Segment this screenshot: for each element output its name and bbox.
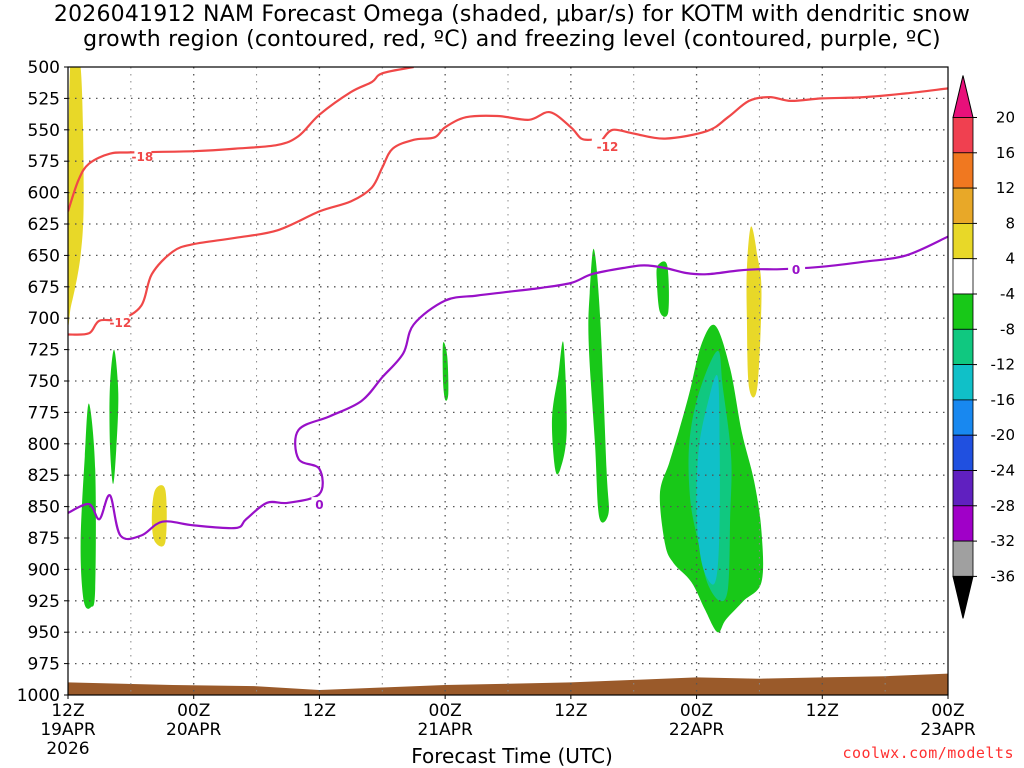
- colorbar-segment-11: [952, 470, 974, 507]
- plot-area: [68, 67, 948, 695]
- colorbar-label-3: 12: [996, 179, 1015, 197]
- colorbar-label-2: 16: [996, 144, 1015, 162]
- y-tick-label-700: 700: [28, 309, 60, 329]
- y-tick-label-825: 825: [28, 466, 60, 486]
- colorbar-segment-1: [952, 117, 974, 154]
- contour-label-5: 0: [792, 263, 800, 277]
- contour-label-3: -12: [597, 140, 619, 154]
- y-tick-label-875: 875: [28, 529, 60, 549]
- contour-label-4: 0: [315, 498, 323, 512]
- contour-label-1: -18: [132, 150, 154, 164]
- contour-line-3: [601, 87, 948, 141]
- colorbar-segment-12: [952, 505, 974, 542]
- omega-region-9: [656, 261, 669, 317]
- omega-region-2: [151, 485, 167, 547]
- x-tick-label-3: 00Z: [429, 701, 462, 721]
- omega-region-8: [588, 248, 609, 523]
- y-axis: 500 525 550 575 600 625 650 675 700 725 750 775 800 8…: [17, 58, 68, 706]
- colorbar-segment-8: [952, 364, 974, 401]
- colorbar-label-11: -24: [991, 462, 1016, 480]
- colorbar-label-5: 4: [1005, 250, 1015, 268]
- chart-title: 2026041912 NAM Forecast Omega (shaded, μ…: [0, 2, 1024, 52]
- contour-line-2: [68, 111, 592, 336]
- contour-label-bg-2: [112, 314, 130, 329]
- contour-label-bg-5: [788, 262, 806, 277]
- y-tick-label-750: 750: [28, 372, 60, 392]
- colorbar-segment-9: [952, 399, 974, 436]
- contour-label-bg-1: [134, 149, 152, 164]
- x-tick-label-6: 12Z: [806, 701, 839, 721]
- colorbar-label-10: -20: [991, 426, 1016, 444]
- colorbar-label-6: -4: [1000, 285, 1015, 303]
- x-axis-label: Forecast Time (UTC): [411, 744, 613, 768]
- omega-region-7: [551, 341, 567, 475]
- colorbar-label-8: -12: [991, 356, 1016, 374]
- colorbar-label-12: -28: [991, 497, 1016, 515]
- contour-lines: -18 -12 -12 0 0: [68, 67, 948, 541]
- colorbar-label-4: 8: [1005, 214, 1015, 232]
- colorbar-bottom-arrow: [952, 575, 974, 619]
- contour-line-4: [68, 235, 948, 541]
- omega-region-4: [80, 403, 96, 609]
- y-tick-label-925: 925: [28, 592, 60, 612]
- colorbar-label-9: -16: [991, 391, 1016, 409]
- y-tick-label-625: 625: [28, 215, 60, 235]
- x-tick-label-7: 00Z: [931, 701, 964, 721]
- x-tick-label-5: 00Z: [680, 701, 713, 721]
- chart-title-line2: growth region (contoured, red, ºC) and f…: [83, 27, 941, 52]
- plot-background: [68, 67, 948, 695]
- y-tick-label-675: 675: [28, 278, 60, 298]
- colorbar-segment-5: [952, 258, 974, 295]
- colorbar-segment-13: [952, 540, 974, 577]
- x-tick-label-4: 12Z: [554, 701, 587, 721]
- y-tick-label-950: 950: [28, 623, 60, 643]
- y-tick-label-550: 550: [28, 121, 60, 141]
- x-tick-date-1: 20APR: [166, 720, 222, 740]
- contour-line-1: [68, 67, 414, 212]
- colorbar-segment-7: [952, 328, 974, 365]
- y-tick-label-775: 775: [28, 403, 60, 423]
- colorbar-segment-10: [952, 434, 974, 471]
- y-tick-label-900: 900: [28, 560, 60, 580]
- colorbar-segment-2: [952, 152, 974, 189]
- y-tick-label-525: 525: [28, 89, 60, 109]
- colorbar: 20 16 12 8 4 -4 -8 -12 -16 -20 -24 -28 -32 -36: [952, 75, 1016, 619]
- y-tick-label-600: 600: [28, 184, 60, 204]
- x-tick-label-1: 00Z: [177, 701, 210, 721]
- y-tick-label-575: 575: [28, 152, 60, 172]
- y-tick-label-800: 800: [28, 435, 60, 455]
- site-credit: coolwx.com/modelts: [842, 744, 1014, 762]
- chart-title-line1: 2026041912 NAM Forecast Omega (shaded, μ…: [53, 2, 971, 27]
- x-tick-label-0: 12Z: [51, 701, 84, 721]
- y-tick-label-725: 725: [28, 341, 60, 361]
- omega-region-1: [68, 67, 84, 326]
- omega-region-12: [696, 374, 720, 585]
- x-tick-date-3: 21APR: [417, 720, 473, 740]
- colorbar-top-arrow: [952, 75, 974, 118]
- colorbar-label-13: -32: [991, 532, 1016, 550]
- x-tick-label-2: 12Z: [303, 701, 336, 721]
- y-tick-label-650: 650: [28, 246, 60, 266]
- colorbar-segment-4: [952, 222, 974, 260]
- colorbar-segment-6: [952, 293, 974, 330]
- colorbar-label-7: -8: [1000, 320, 1015, 338]
- x-tick-date-5: 22APR: [669, 720, 725, 740]
- x-tick-date-7: 23APR: [920, 720, 976, 740]
- y-tick-label-975: 975: [28, 655, 60, 675]
- contour-label-bg-4: [311, 497, 329, 512]
- y-tick-label-850: 850: [28, 498, 60, 518]
- omega-region-6: [442, 342, 449, 401]
- x-tick-year-0: 2026: [46, 739, 89, 759]
- colorbar-label-14: -36: [991, 567, 1016, 585]
- y-tick-label-500: 500: [28, 58, 60, 78]
- x-tick-date-0: 19APR: [40, 720, 96, 740]
- contour-label-2: -12: [110, 316, 132, 330]
- colorbar-label-1: 20: [996, 109, 1015, 127]
- contour-label-bg-3: [599, 139, 617, 154]
- y-tick-label-1000: 1000: [17, 686, 60, 706]
- colorbar-segment-3: [952, 187, 974, 224]
- omega-region-5: [109, 349, 119, 485]
